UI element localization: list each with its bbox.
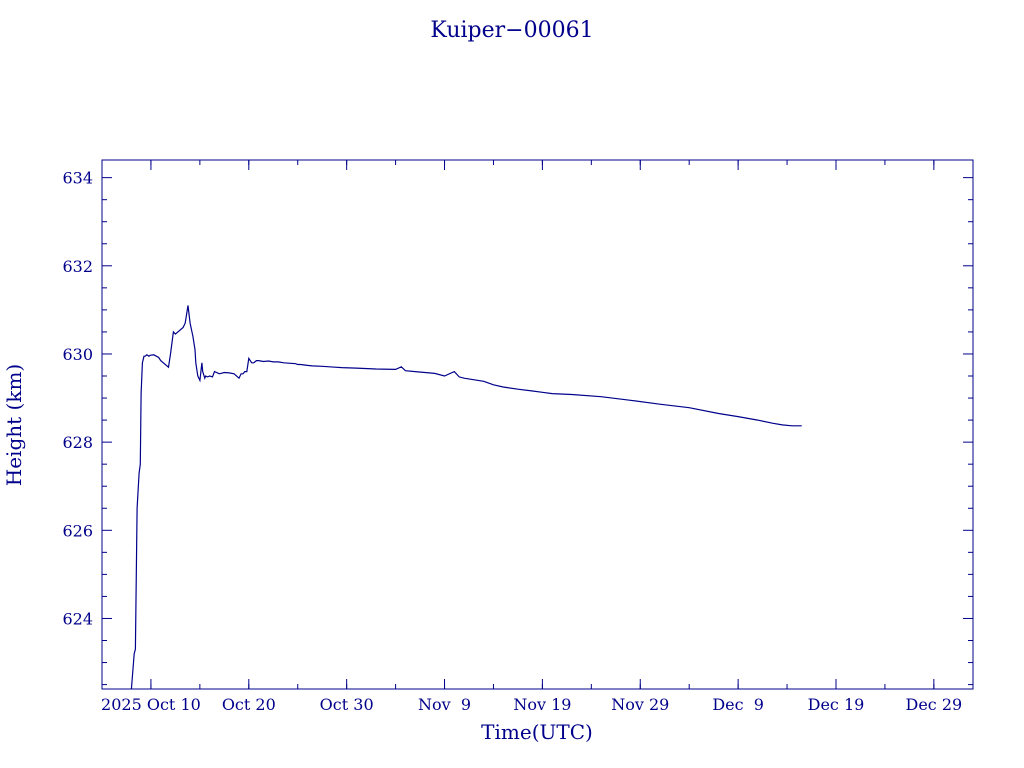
x-axis-label: Time(UTC) — [481, 720, 593, 744]
x-tick-label: Nov 19 — [513, 695, 571, 714]
x-tick-label: Dec 29 — [906, 695, 963, 714]
chart-title: Kuiper−00061 — [430, 18, 593, 43]
y-axis-label: Height (km) — [2, 364, 26, 486]
series-line — [130, 305, 802, 690]
x-tick-label: Oct 30 — [320, 695, 374, 714]
y-tick-label: 624 — [62, 609, 93, 628]
x-tick-label: Dec 9 — [712, 695, 764, 714]
x-tick-label: Nov 9 — [418, 695, 471, 714]
plot-frame — [101, 159, 974, 690]
y-tick-label: 628 — [62, 433, 93, 452]
series-group — [130, 305, 802, 690]
x-tick-label: Oct 20 — [222, 695, 276, 714]
x-tick-labels: 2025 Oct 10 Oct 20 Oct 30 Nov 9 Nov 19 Nov 29… — [101, 695, 962, 714]
y-tick-label: 632 — [62, 257, 93, 276]
x-tick-label: Nov 29 — [611, 695, 669, 714]
y-tick-labels: 624 626 628 630 632 634 — [62, 169, 93, 629]
y-tick-label: 630 — [62, 345, 93, 364]
y-tick-label: 626 — [62, 521, 93, 540]
x-tick-label: Dec 19 — [808, 695, 865, 714]
y-tick-label: 634 — [62, 169, 93, 188]
axis-ticks — [101, 160, 973, 689]
x-tick-label: 2025 Oct 10 — [101, 695, 201, 714]
